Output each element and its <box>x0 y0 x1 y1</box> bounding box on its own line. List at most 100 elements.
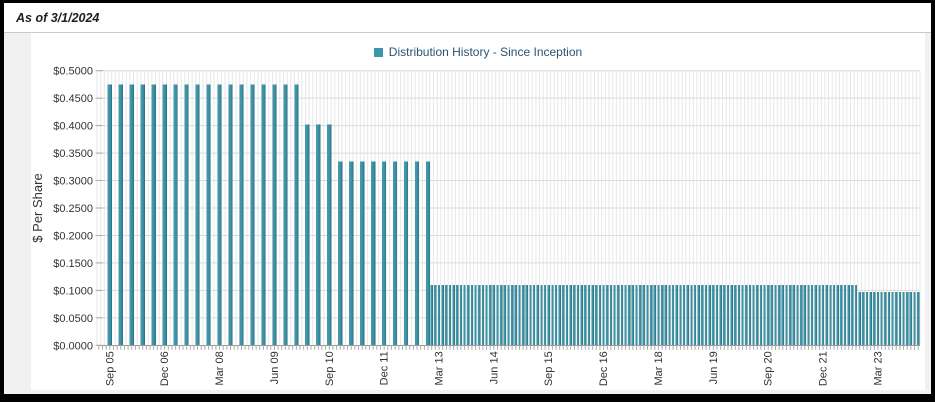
distribution-bar <box>719 284 722 346</box>
distribution-bar <box>195 84 200 346</box>
distribution-bar <box>781 284 784 346</box>
distribution-bar <box>500 284 503 346</box>
distribution-bar <box>730 284 733 346</box>
svg-text:Mar 18: Mar 18 <box>653 351 665 385</box>
distribution-bar <box>565 284 569 346</box>
distribution-bar <box>821 284 825 346</box>
distribution-bar <box>668 284 671 346</box>
distribution-bar <box>906 291 909 346</box>
legend-label: Distribution History - Since Inception <box>388 45 583 59</box>
distribution-bar <box>485 284 488 346</box>
distribution-bar <box>624 284 627 346</box>
distribution-bar <box>902 291 905 346</box>
distribution-bar <box>884 291 887 346</box>
distribution-bar <box>664 284 667 346</box>
legend-swatch-icon <box>373 47 383 57</box>
x-axis-labels: Sep 05 Dec 06 Mar 08 Jun 09 Sep 10 Dec 11 Mar … <box>104 351 884 386</box>
distribution-bar <box>217 84 222 346</box>
distribution-bar <box>840 284 843 346</box>
distribution-bar <box>393 161 398 346</box>
distribution-bar <box>836 284 839 346</box>
distribution-bar <box>250 84 255 346</box>
distribution-bar <box>481 284 485 346</box>
header-bar: As of 3/1/2024 <box>4 3 931 33</box>
distribution-bar <box>690 284 693 346</box>
distribution-bar <box>554 284 558 346</box>
distribution-bar <box>360 161 365 346</box>
svg-text:Dec 11: Dec 11 <box>379 351 391 385</box>
distribution-bar <box>463 284 466 346</box>
distribution-bar <box>382 161 387 346</box>
distribution-bar <box>547 284 550 346</box>
distribution-bar <box>865 291 869 346</box>
distribution-bar <box>591 284 594 346</box>
distribution-bar <box>441 284 444 346</box>
svg-text:Mar 23: Mar 23 <box>872 351 884 385</box>
svg-text:Dec 21: Dec 21 <box>818 351 830 386</box>
distribution-bar <box>697 284 700 346</box>
distribution-bar <box>891 291 894 346</box>
distribution-bar <box>876 291 880 346</box>
distribution-bar <box>712 284 715 346</box>
distribution-bar <box>595 284 598 346</box>
svg-text:$0.1500: $0.1500 <box>53 258 93 270</box>
distribution-bar <box>184 84 189 346</box>
distribution-bar <box>715 284 719 346</box>
svg-text:$0.0500: $0.0500 <box>53 313 93 325</box>
svg-text:Sep 05: Sep 05 <box>104 351 116 386</box>
distribution-bar <box>895 291 898 346</box>
distribution-bar <box>660 284 664 346</box>
distribution-bar <box>437 284 441 346</box>
svg-text:$0.4000: $0.4000 <box>53 121 93 133</box>
distribution-bar <box>854 284 858 346</box>
distribution-bar <box>796 284 799 346</box>
distribution-bar <box>759 284 763 346</box>
distribution-bar <box>511 284 514 346</box>
distribution-bar <box>671 284 675 346</box>
distribution-bar <box>686 284 689 346</box>
distribution-bar <box>789 284 792 346</box>
distribution-bar <box>774 284 777 346</box>
distribution-bar <box>514 284 517 346</box>
distribution-bar <box>239 84 244 346</box>
svg-text:Sep 20: Sep 20 <box>763 351 775 386</box>
svg-text:Dec 16: Dec 16 <box>598 351 610 386</box>
distribution-bar <box>741 284 744 346</box>
svg-text:Sep 15: Sep 15 <box>543 351 555 386</box>
distribution-bar <box>338 161 343 346</box>
distribution-bar <box>617 284 620 346</box>
distribution-bar <box>693 284 697 346</box>
distribution-bar <box>445 284 448 346</box>
distribution-bar <box>474 284 477 346</box>
distribution-bar <box>425 161 431 346</box>
chart-region: Distribution History - Since Inception $… <box>4 33 931 394</box>
distribution-bar <box>467 284 470 346</box>
distribution-bar <box>316 124 321 346</box>
distribution-bar <box>573 284 576 346</box>
distribution-bar <box>598 284 602 346</box>
distribution-bar <box>887 291 891 346</box>
distribution-bar <box>752 284 755 346</box>
distribution-bar <box>650 284 653 346</box>
distribution-bar <box>543 284 547 346</box>
distribution-bar <box>496 284 499 346</box>
distribution-bar <box>631 284 634 346</box>
distribution-bar <box>503 284 506 346</box>
distribution-bar <box>785 284 788 346</box>
distribution-bar <box>737 284 741 346</box>
distribution-bar <box>814 284 817 346</box>
distribution-bar <box>587 284 591 346</box>
distribution-bar <box>818 284 821 346</box>
distribution-bar <box>825 284 828 346</box>
distribution-bar <box>913 291 916 346</box>
svg-text:$0.4500: $0.4500 <box>53 93 93 105</box>
distribution-bar <box>869 291 872 346</box>
distribution-bar <box>522 284 525 346</box>
distribution-bar <box>562 284 565 346</box>
svg-text:Dec 06: Dec 06 <box>159 351 171 386</box>
svg-text:Sep 10: Sep 10 <box>324 351 336 386</box>
distribution-bar <box>151 84 156 346</box>
distribution-bar <box>756 284 759 346</box>
svg-text:$0.3500: $0.3500 <box>53 148 93 160</box>
